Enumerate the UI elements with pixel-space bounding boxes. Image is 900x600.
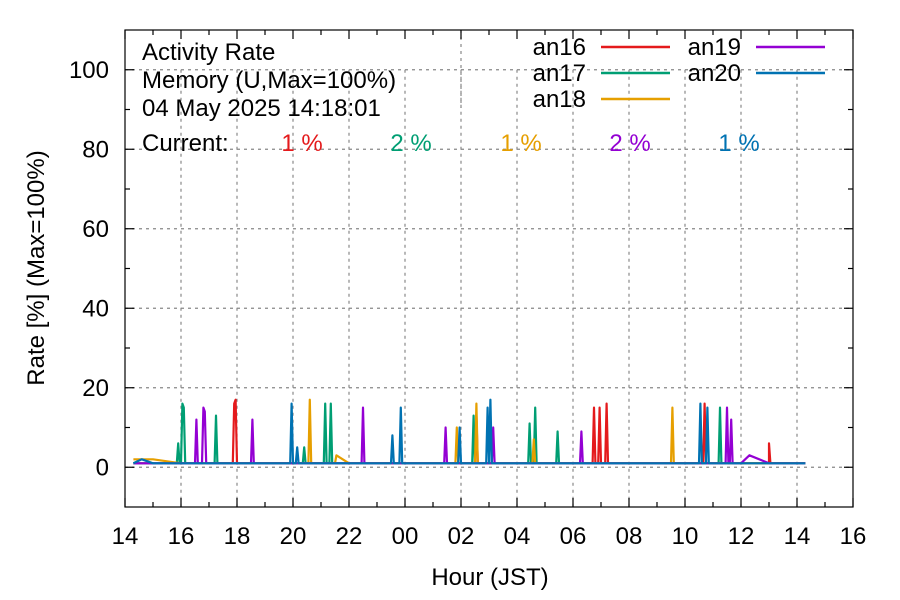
current-values: 1 % 2 % 1 % 2 % 1 % — [281, 130, 759, 157]
legend-label-an16: an16 — [533, 34, 586, 61]
chart-timestamp: 04 May 2025 14:18:01 — [142, 95, 381, 122]
y-tick-label: 100 — [69, 57, 109, 84]
series-line-an20 — [132, 398, 806, 465]
chart-subtitle: Memory (U,Max=100%) — [142, 67, 396, 94]
x-tick-label: 00 — [392, 523, 419, 550]
y-axis-label: Rate [%] (Max=100%) — [23, 150, 50, 385]
legend-label-an19: an19 — [688, 34, 741, 61]
current-value-an19: 2 % — [609, 130, 650, 157]
legend-label-an17: an17 — [533, 60, 586, 87]
current-value-an20: 1 % — [718, 130, 759, 157]
legend-label-an20: an20 — [688, 60, 741, 87]
chart-title: Activity Rate — [142, 39, 275, 66]
x-axis-label: Hour (JST) — [431, 564, 548, 591]
grid-layer — [125, 30, 853, 507]
y-tick-label: 40 — [82, 295, 109, 322]
current-value-an17: 2 % — [390, 130, 431, 157]
x-tick-label: 14 — [784, 523, 811, 550]
x-tick-label: 22 — [336, 523, 363, 550]
x-tick-label: 02 — [448, 523, 475, 550]
x-tick-label: 08 — [616, 523, 643, 550]
x-tick-label: 12 — [728, 523, 755, 550]
x-tick-label: 16 — [168, 523, 195, 550]
y-tick-label: 0 — [96, 454, 109, 481]
series-layer — [132, 398, 806, 465]
x-tick-label: 04 — [504, 523, 531, 550]
legend-label-an18: an18 — [533, 86, 586, 113]
y-tick-label: 80 — [82, 136, 109, 163]
current-value-an18: 1 % — [500, 130, 541, 157]
series-line-an16 — [133, 398, 806, 465]
x-tick-label: 18 — [224, 523, 251, 550]
y-tick-label: 60 — [82, 216, 109, 243]
x-tick-label: 14 — [112, 523, 139, 550]
x-tick-label: 06 — [560, 523, 587, 550]
y-tick-label: 20 — [82, 375, 109, 402]
tick-layer: 0 20 40 60 80 100 14 16 18 20 22 00 02 04 06 08 10 12 14 16 — [69, 30, 866, 550]
x-tick-label: 10 — [672, 523, 699, 550]
x-tick-label: 20 — [280, 523, 307, 550]
current-label: Current: — [142, 130, 229, 157]
current-value-an16: 1 % — [281, 130, 322, 157]
x-tick-label: 16 — [840, 523, 867, 550]
